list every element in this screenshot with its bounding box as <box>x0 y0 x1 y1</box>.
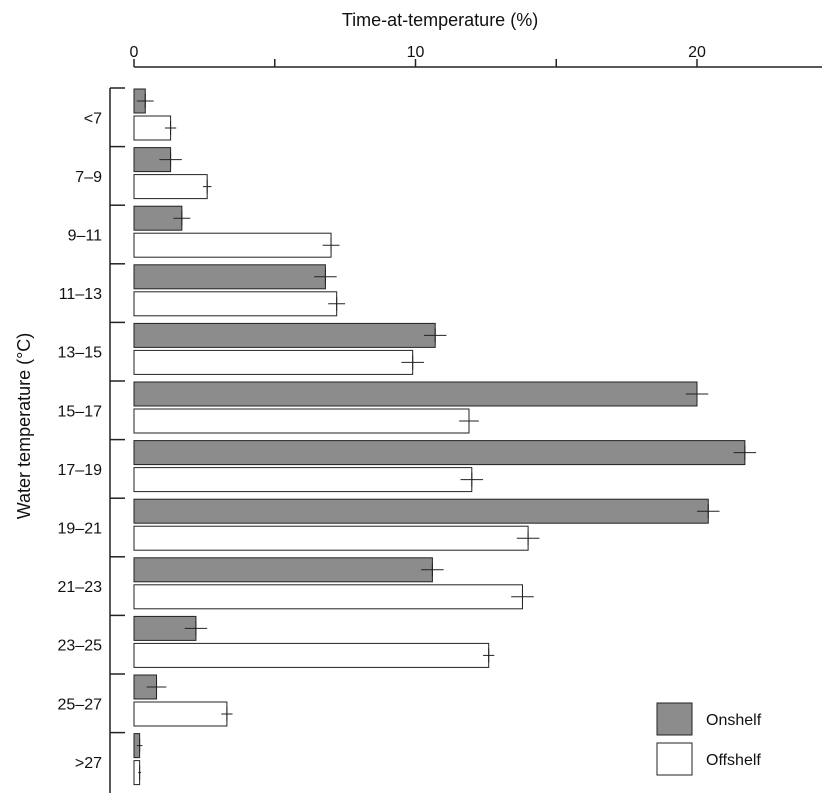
x-axis: 0 10 20 <box>130 44 822 68</box>
bar-offshelf-4 <box>133 349 414 375</box>
bar-onshelf-4 <box>133 322 436 348</box>
legend-label-onshelf: Onshelf <box>706 712 762 729</box>
bar-onshelf-6 <box>133 440 746 466</box>
bar-offshelf-6 <box>133 467 473 493</box>
y-tick-label: 13–15 <box>58 345 103 362</box>
y-tick-label: 25–27 <box>58 696 103 713</box>
bar-offshelf-1 <box>133 174 208 200</box>
y-tick-label: <7 <box>84 110 102 127</box>
x-tick-label: 20 <box>688 44 706 61</box>
y-tick-label: >27 <box>75 755 102 772</box>
legend: Onshelf Offshelf <box>656 702 762 776</box>
y-tick-label: 9–11 <box>68 228 103 245</box>
bars <box>133 88 757 786</box>
bar-offshelf-2 <box>133 232 332 258</box>
y-tick-label: 19–21 <box>58 521 103 538</box>
y-tick-label: 21–23 <box>58 579 103 596</box>
bar-onshelf-8 <box>133 557 433 583</box>
bar-offshelf-7 <box>133 525 529 551</box>
y-tick-label: 17–19 <box>58 462 103 479</box>
bar-onshelf-5 <box>133 381 698 407</box>
legend-swatch-offshelf <box>656 742 693 776</box>
legend-label-offshelf: Offshelf <box>706 752 761 769</box>
x-tick-label: 10 <box>407 44 425 61</box>
bar-onshelf-3 <box>133 264 326 290</box>
bar-offshelf-9 <box>133 642 490 668</box>
bar-offshelf-5 <box>133 408 470 434</box>
y-axis: <7 7–9 9–11 11–13 13–15 15–17 17–19 19–21 21–23 2… <box>58 87 125 793</box>
bar-offshelf-10 <box>133 701 228 727</box>
y-tick-label: 7–9 <box>75 169 102 186</box>
y-tick-label: 11–13 <box>59 286 102 303</box>
y-tick-label: 23–25 <box>58 638 103 655</box>
bar-offshelf-3 <box>133 291 338 317</box>
x-axis-title: Time-at-temperature (%) <box>342 10 538 30</box>
bar-onshelf-7 <box>133 498 709 524</box>
y-axis-title: Water temperature (°C) <box>14 333 34 520</box>
y-tick-label: 15–17 <box>58 403 103 420</box>
legend-swatch-onshelf <box>656 702 693 736</box>
bar-offshelf-8 <box>133 584 523 610</box>
bar-offshelf-0 <box>133 115 172 141</box>
x-tick-label: 0 <box>130 44 139 61</box>
